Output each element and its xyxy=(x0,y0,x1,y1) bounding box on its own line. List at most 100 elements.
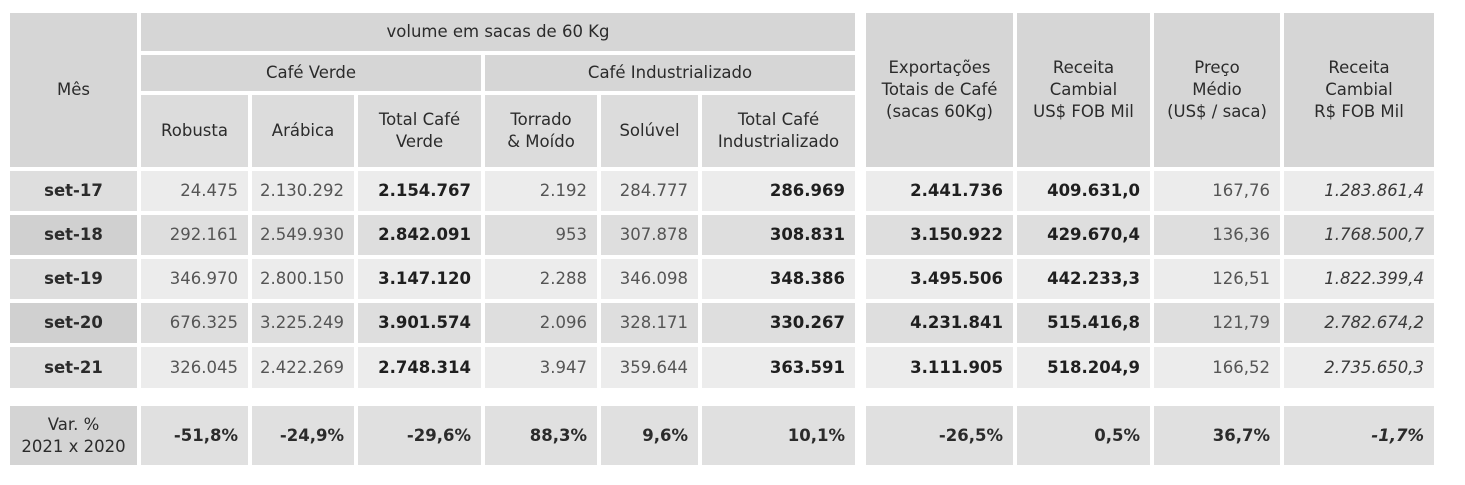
var-preco: 36,7% xyxy=(1154,406,1280,465)
var-arabica: -24,9% xyxy=(252,406,354,465)
cell-total-industrializado: 363.591 xyxy=(702,347,855,388)
cell-exportacoes: 3.111.905 xyxy=(866,347,1013,388)
header-volume-label: volume em sacas de 60 Kg xyxy=(386,22,610,41)
header-cafe-verde: Café Verde xyxy=(141,55,481,91)
cell-receita-usd: 515.416,8 xyxy=(1017,303,1150,343)
cell-preco: 121,79 xyxy=(1154,303,1280,343)
cell-preco: 136,36 xyxy=(1154,215,1280,255)
header-cafe-industrializado-label: Café Industrializado xyxy=(587,63,753,82)
header-receita-brl-line3: R$ FOB Mil xyxy=(1314,102,1404,121)
header-exportacoes-line3: (sacas 60Kg) xyxy=(886,102,993,121)
var-receita-usd: 0,5% xyxy=(1017,406,1150,465)
var-total-industrializado: 10,1% xyxy=(702,406,855,465)
cell-torrado: 2.096 xyxy=(485,303,597,343)
cell-receita-usd: 518.204,9 xyxy=(1017,347,1150,388)
header-preco-line3: (US$ / saca) xyxy=(1167,102,1267,121)
cell-soluvel: 284.777 xyxy=(601,171,698,211)
header-soluvel: Solúvel xyxy=(601,95,698,167)
cell-preco: 167,76 xyxy=(1154,171,1280,211)
header-robusta: Robusta xyxy=(141,95,248,167)
cell-total-industrializado: 330.267 xyxy=(702,303,855,343)
cell-receita-usd: 409.631,0 xyxy=(1017,171,1150,211)
cell-torrado: 953 xyxy=(485,215,597,255)
cell-total-verde: 3.901.574 xyxy=(358,303,481,343)
cell-exportacoes: 3.150.922 xyxy=(866,215,1013,255)
cell-preco: 166,52 xyxy=(1154,347,1280,388)
cell-receita-brl: 1.768.500,7 xyxy=(1284,215,1434,255)
header-total-ind-line2: Industrializado xyxy=(717,132,840,151)
cell-robusta: 326.045 xyxy=(141,347,248,388)
cell-robusta: 346.970 xyxy=(141,259,248,299)
header-mes: Mês xyxy=(10,13,137,167)
header-receita-usd-line3: US$ FOB Mil xyxy=(1033,102,1134,121)
header-total-industrializado: Total Café Industrializado xyxy=(702,95,855,167)
header-cafe-verde-label: Café Verde xyxy=(265,63,357,82)
cell-total-verde: 2.748.314 xyxy=(358,347,481,388)
header-total-verde-line2: Verde xyxy=(395,132,444,151)
table-row-month: set-18 xyxy=(10,215,137,255)
header-receita-usd-line1: Receita xyxy=(1052,58,1115,77)
cell-arabica: 3.225.249 xyxy=(252,303,354,343)
header-receita-usd-line2: Cambial xyxy=(1049,80,1118,99)
cell-total-industrializado: 286.969 xyxy=(702,171,855,211)
table-row-month: set-19 xyxy=(10,259,137,299)
header-receita-brl-line1: Receita xyxy=(1328,58,1390,77)
header-cafe-industrializado: Café Industrializado xyxy=(485,55,855,91)
cell-robusta: 676.325 xyxy=(141,303,248,343)
table-row-month: set-20 xyxy=(10,303,137,343)
var-torrado: 88,3% xyxy=(485,406,597,465)
header-torrado: Torrado & Moído xyxy=(485,95,597,167)
var-receita-brl: -1,7% xyxy=(1284,406,1434,465)
header-total-ind-line1: Total Café xyxy=(737,110,820,129)
variation-label: Var. % 2021 x 2020 xyxy=(10,406,137,465)
header-mes-label: Mês xyxy=(57,80,90,99)
header-exportacoes: Exportações Totais de Café (sacas 60Kg) xyxy=(866,13,1013,167)
cell-total-verde: 3.147.120 xyxy=(358,259,481,299)
cell-exportacoes: 3.495.506 xyxy=(866,259,1013,299)
cell-arabica: 2.130.292 xyxy=(252,171,354,211)
header-robusta-label: Robusta xyxy=(161,121,228,140)
header-torrado-line1: Torrado xyxy=(510,110,572,129)
cell-soluvel: 359.644 xyxy=(601,347,698,388)
var-robusta: -51,8% xyxy=(141,406,248,465)
cell-torrado: 2.192 xyxy=(485,171,597,211)
variation-label-line1: Var. % xyxy=(47,414,100,434)
cell-receita-brl: 1.822.399,4 xyxy=(1284,259,1434,299)
cell-soluvel: 346.098 xyxy=(601,259,698,299)
cell-arabica: 2.422.269 xyxy=(252,347,354,388)
cell-arabica: 2.549.930 xyxy=(252,215,354,255)
variation-label-line2: 2021 x 2020 xyxy=(21,436,126,456)
var-total-verde: -29,6% xyxy=(358,406,481,465)
header-soluvel-label: Solúvel xyxy=(619,121,680,140)
header-exportacoes-line1: Exportações xyxy=(888,58,991,77)
cell-preco: 126,51 xyxy=(1154,259,1280,299)
cell-total-verde: 2.154.767 xyxy=(358,171,481,211)
header-receita-brl: Receita Cambial R$ FOB Mil xyxy=(1284,13,1434,167)
header-exportacoes-line2: Totais de Café xyxy=(881,80,998,99)
var-exportacoes: -26,5% xyxy=(866,406,1013,465)
cell-total-verde: 2.842.091 xyxy=(358,215,481,255)
cell-robusta: 24.475 xyxy=(141,171,248,211)
cell-soluvel: 328.171 xyxy=(601,303,698,343)
cell-receita-usd: 429.670,4 xyxy=(1017,215,1150,255)
header-receita-usd: Receita Cambial US$ FOB Mil xyxy=(1017,13,1150,167)
cell-total-industrializado: 348.386 xyxy=(702,259,855,299)
cell-receita-brl: 1.283.861,4 xyxy=(1284,171,1434,211)
header-total-verde-line1: Total Café xyxy=(378,110,461,129)
cell-soluvel: 307.878 xyxy=(601,215,698,255)
header-arabica: Arábica xyxy=(252,95,354,167)
cell-exportacoes: 2.441.736 xyxy=(866,171,1013,211)
cell-torrado: 2.288 xyxy=(485,259,597,299)
header-volume: volume em sacas de 60 Kg xyxy=(141,13,855,51)
header-arabica-label: Arábica xyxy=(271,121,335,140)
header-torrado-line2: & Moído xyxy=(507,132,575,151)
table-row-month: set-17 xyxy=(10,171,137,211)
header-total-verde: Total Café Verde xyxy=(358,95,481,167)
var-soluvel: 9,6% xyxy=(601,406,698,465)
cell-receita-brl: 2.735.650,3 xyxy=(1284,347,1434,388)
cell-robusta: 292.161 xyxy=(141,215,248,255)
table-row-month: set-21 xyxy=(10,347,137,388)
header-receita-brl-line2: Cambial xyxy=(1325,80,1393,99)
cell-exportacoes: 4.231.841 xyxy=(866,303,1013,343)
cell-total-industrializado: 308.831 xyxy=(702,215,855,255)
